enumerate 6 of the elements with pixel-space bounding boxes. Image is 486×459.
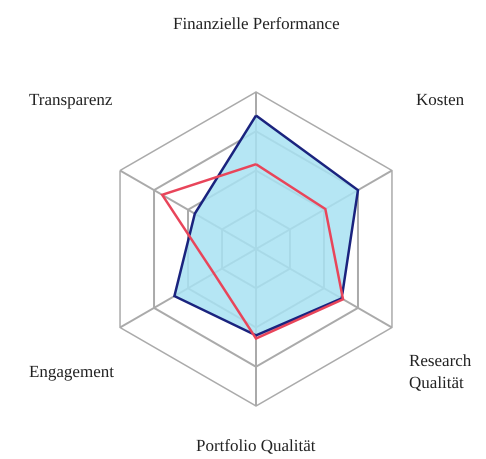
spoke-label: Research Qualität [409,351,472,392]
spoke-label: Kosten [416,90,465,109]
spoke-label: Finanzielle Performance [173,14,340,33]
spoke-label: Engagement [29,362,114,381]
spoke-label: Portfolio Qualität [196,436,316,455]
spoke-label: Transparenz [29,90,113,109]
